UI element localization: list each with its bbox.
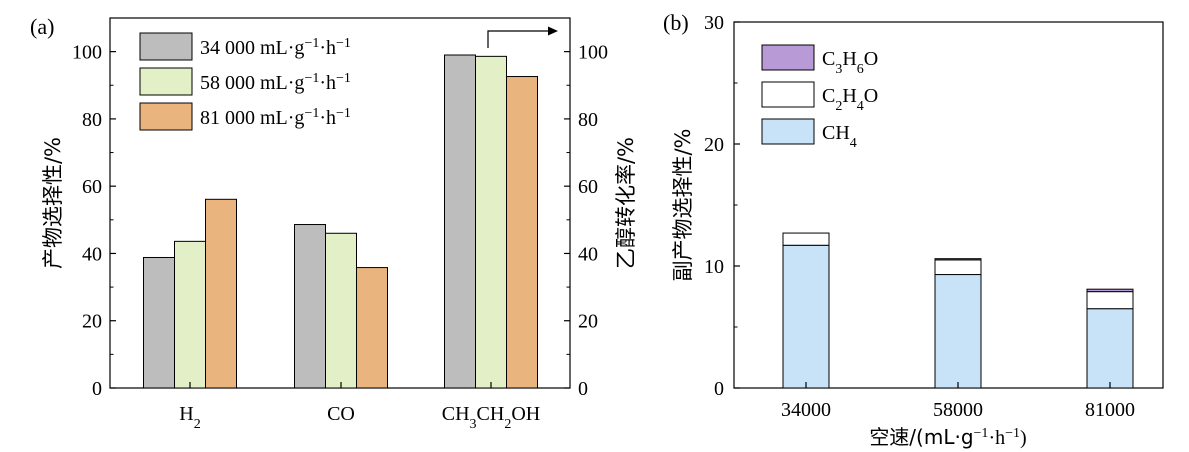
panel-a: 0 0 20 20 40 40 60 60 80 80 100 100 H2 CO CH3CH2OH 34 0… — [30, 14, 638, 432]
y-tick-label: 20 — [704, 134, 724, 156]
y-axis-label-right: 乙醇转化率/% — [614, 137, 638, 269]
y-right-tick-label: 20 — [578, 311, 598, 333]
x-tick-label: CH3CH2OH — [442, 403, 540, 432]
y-axis-label: 副产物选择性/% — [671, 128, 695, 281]
bar-segment — [1086, 308, 1134, 389]
bar-segment — [934, 259, 982, 276]
y-left-tick-label: 40 — [82, 243, 102, 265]
y-tick-label: 30 — [704, 12, 724, 34]
x-tick-label: 34000 — [781, 399, 831, 421]
right-axis-arrow — [487, 30, 552, 48]
panel-b: 0 10 20 30 34000 58000 81000 C3H6O C2H4O CH4 (b) 副产… — [663, 10, 1164, 449]
bar — [143, 256, 175, 389]
legend-label: CH4 — [822, 122, 857, 151]
legend-swatch — [761, 81, 815, 108]
y-right-tick-label: 60 — [578, 176, 598, 198]
y-left-tick-label: 60 — [82, 176, 102, 198]
legend-swatch — [761, 118, 815, 145]
bar-segment — [782, 232, 830, 246]
y-right-tick-label: 80 — [578, 109, 598, 131]
legend-swatch — [761, 44, 815, 71]
bar — [205, 198, 237, 389]
bar-segment — [934, 258, 982, 261]
bar-segment — [782, 244, 830, 389]
bar — [506, 76, 538, 389]
x-tick-label: CO — [327, 403, 355, 425]
legend-swatch — [139, 32, 193, 61]
legend-label: C3H6O — [822, 48, 878, 77]
y-left-tick-label: 100 — [72, 42, 102, 64]
panel-label: (a) — [30, 14, 54, 39]
bar — [356, 267, 388, 389]
y-right-tick-label: 0 — [578, 378, 588, 400]
y-axis-label-left: 产物选择性/% — [41, 137, 65, 269]
legend-label: C2H4O — [822, 85, 878, 114]
x-tick-label: 81000 — [1085, 399, 1135, 421]
x-axis-label: 空速/(mL·g−1·h−1) — [869, 425, 1026, 449]
x-tick-label: H2 — [179, 403, 200, 432]
y-left-tick-label: 0 — [92, 378, 102, 400]
legend-swatch — [139, 67, 193, 96]
y-left-tick-label: 20 — [82, 311, 102, 333]
bar — [325, 232, 357, 389]
legend-label: 81 000 mL·g−1·h−1 — [200, 106, 351, 130]
y-tick-label: 10 — [704, 256, 724, 278]
legend-label: 58 000 mL·g−1·h−1 — [200, 71, 351, 95]
y-tick-label: 0 — [714, 378, 724, 400]
bar-segment — [1086, 288, 1134, 293]
y-right-tick-label: 100 — [578, 42, 608, 64]
y-left-tick-label: 80 — [82, 109, 102, 131]
bar — [444, 54, 476, 389]
legend-swatch — [139, 102, 193, 131]
panel-label: (b) — [663, 10, 689, 35]
legend-label: 34 000 mL·g−1·h−1 — [200, 36, 351, 60]
y-right-tick-label: 40 — [578, 243, 598, 265]
bar — [475, 55, 507, 389]
bar — [294, 224, 326, 389]
bar — [174, 240, 206, 389]
bar-segment — [1086, 291, 1134, 310]
right-axis-arrowhead — [548, 26, 558, 36]
bar-segment — [934, 274, 982, 389]
x-tick-label: 58000 — [933, 399, 983, 421]
